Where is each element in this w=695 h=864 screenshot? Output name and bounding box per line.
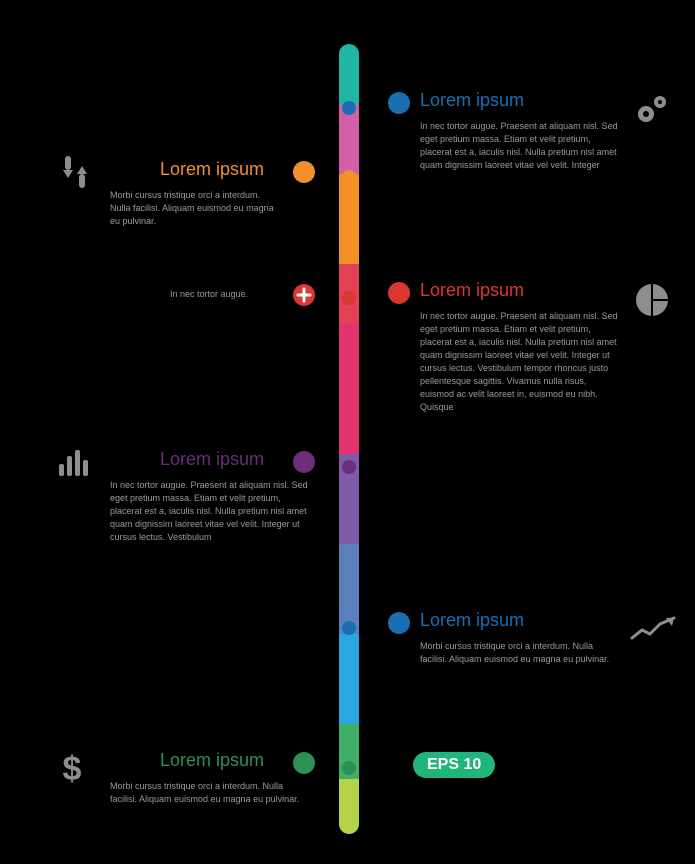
arrows-in-icon xyxy=(55,152,95,197)
spine-segment xyxy=(339,324,359,454)
spine-segment xyxy=(339,779,359,834)
spine-segment xyxy=(339,634,359,724)
spine-node xyxy=(342,291,356,305)
entry-dot xyxy=(293,451,315,473)
spine-node xyxy=(342,170,356,184)
spine-node xyxy=(342,101,356,115)
plus-icon xyxy=(293,284,315,306)
bars-icon xyxy=(55,442,95,487)
entry-title: Lorem ipsum xyxy=(420,610,524,631)
spine-node xyxy=(342,460,356,474)
svg-text:$: $ xyxy=(63,750,82,788)
entry-body: In nec tortor augue. Praesent at aliquam… xyxy=(420,310,620,414)
spine-segment xyxy=(339,174,359,264)
entry-title: Lorem ipsum xyxy=(420,90,524,111)
entry-dot xyxy=(388,92,410,114)
gears-icon xyxy=(632,90,672,135)
trend-icon xyxy=(630,616,676,647)
spine-node xyxy=(342,761,356,775)
entry-title: Lorem ipsum xyxy=(160,750,264,771)
entry-body: In nec tortor augue. Praesent at aliquam… xyxy=(110,479,310,544)
entry-title: Lorem ipsum xyxy=(160,449,264,470)
timeline-spine xyxy=(339,44,359,834)
spine-segment xyxy=(339,44,359,104)
entry-title: Lorem ipsum xyxy=(420,280,524,301)
entry-title: Lorem ipsum xyxy=(160,159,264,180)
entry-body: Morbi cursus tristique orci a interdum. … xyxy=(110,780,310,806)
entry-dot xyxy=(293,752,315,774)
entry-body: Morbi cursus tristique orci a interdum. … xyxy=(420,640,620,666)
dollar-icon: $ xyxy=(57,748,87,793)
entry-body: Morbi cursus tristique orci a interdum. … xyxy=(110,189,280,228)
entry-body: In nec tortor augue. Praesent at aliquam… xyxy=(420,120,620,172)
pie-icon xyxy=(632,280,672,325)
entry-dot xyxy=(388,282,410,304)
entry-dot xyxy=(388,612,410,634)
eps-badge: EPS 10 xyxy=(413,752,495,778)
spine-node xyxy=(342,621,356,635)
entry-dot xyxy=(293,161,315,183)
